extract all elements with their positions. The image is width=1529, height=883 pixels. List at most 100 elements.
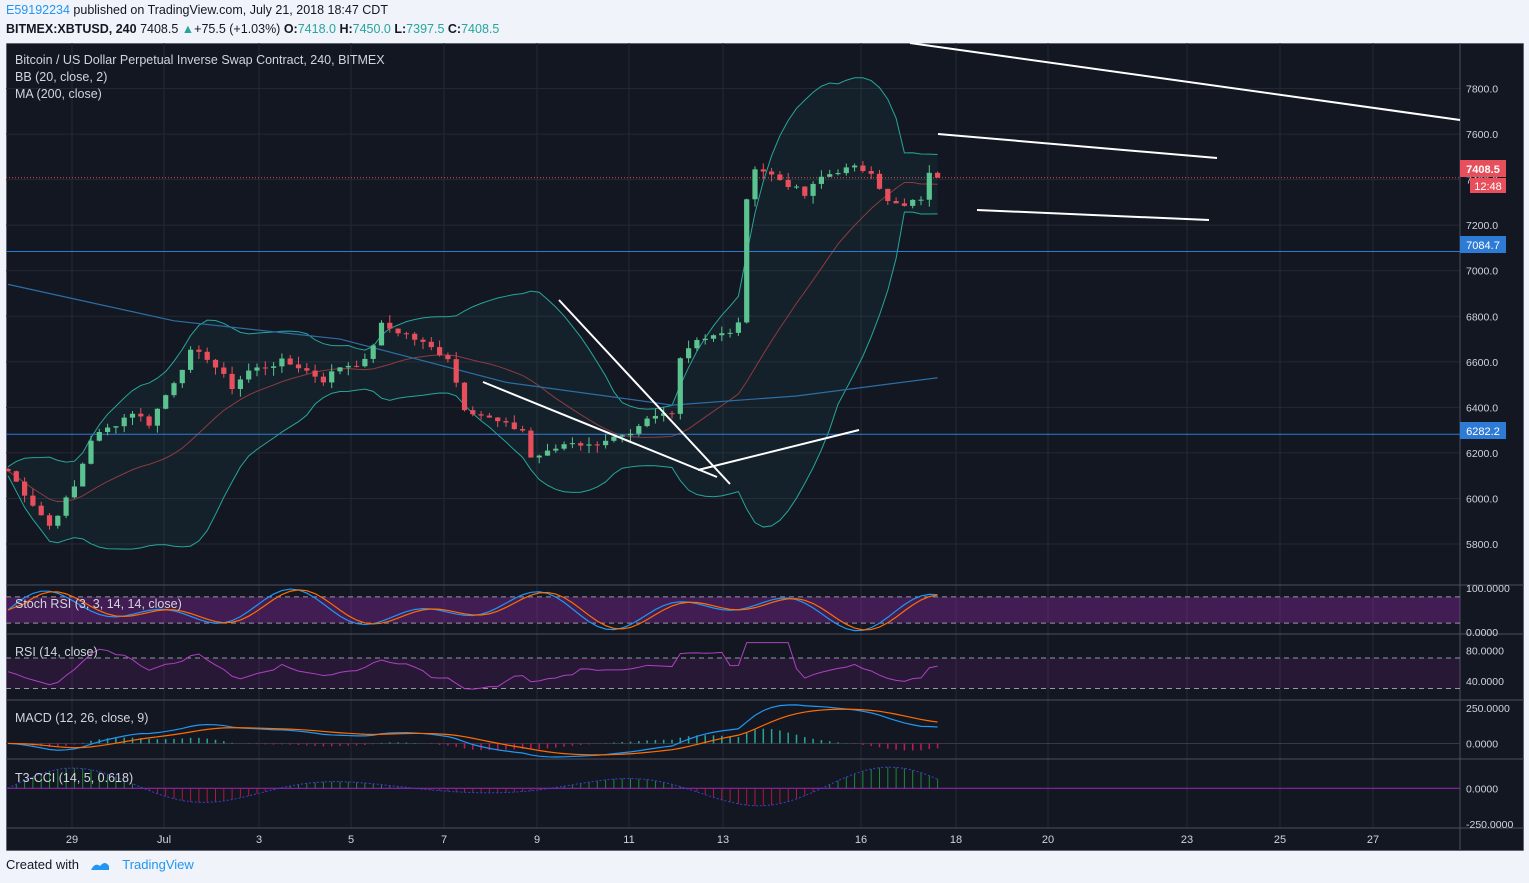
trend-line[interactable] (697, 429, 860, 471)
candle-body[interactable] (378, 322, 385, 346)
candle-body[interactable] (6, 468, 11, 472)
trend-line[interactable] (482, 381, 718, 478)
candle-body[interactable] (320, 376, 326, 383)
rsi-pane[interactable] (6, 642, 1460, 690)
candle-body[interactable] (262, 367, 268, 369)
candle-body[interactable] (661, 413, 667, 416)
macd-pane[interactable] (6, 704, 1460, 758)
author-link[interactable]: E59192234 (6, 3, 70, 17)
candle-body[interactable] (594, 444, 600, 446)
candle-body[interactable] (154, 408, 160, 426)
price-axis[interactable]: 7800.07600.07400.07200.07000.06800.06600… (1466, 84, 1513, 831)
candle-body[interactable] (354, 365, 360, 367)
rsi-legend[interactable]: RSI (14, close) (15, 645, 98, 659)
candle-body[interactable] (926, 172, 932, 200)
candle-body[interactable] (627, 433, 634, 436)
candle-body[interactable] (578, 443, 584, 446)
candle-body[interactable] (901, 203, 907, 206)
candle-body[interactable] (710, 335, 717, 339)
candle-body[interactable] (105, 427, 111, 433)
candle-body[interactable] (370, 345, 376, 359)
candle-body[interactable] (163, 395, 169, 409)
candle-body[interactable] (138, 413, 144, 417)
stoch-d-line[interactable] (7, 589, 938, 631)
candle-body[interactable] (345, 365, 351, 368)
candle-body[interactable] (412, 333, 418, 340)
candle-body[interactable] (246, 370, 252, 380)
candle-body[interactable] (893, 200, 899, 204)
candle-body[interactable] (171, 383, 177, 396)
candle-body[interactable] (644, 418, 650, 427)
macd-legend[interactable]: MACD (12, 26, close, 9) (15, 711, 148, 725)
candle-body[interactable] (279, 358, 285, 367)
trading-chart[interactable]: 7800.07600.07400.07200.07000.06800.06600… (6, 43, 1524, 851)
candle-body[interactable] (88, 440, 94, 464)
candle-body[interactable] (603, 440, 609, 446)
candle-body[interactable] (852, 165, 858, 168)
candle-body[interactable] (212, 359, 219, 368)
candle-body[interactable] (520, 429, 526, 431)
candle-body[interactable] (702, 338, 708, 341)
candle-body[interactable] (71, 486, 77, 498)
candle-body[interactable] (304, 368, 310, 371)
bb-legend[interactable]: BB (20, close, 2) (15, 70, 107, 84)
candle-body[interactable] (769, 171, 775, 175)
candle-body[interactable] (129, 413, 136, 418)
candle-body[interactable] (362, 358, 368, 367)
candle-body[interactable] (910, 199, 916, 206)
trend-line[interactable] (558, 299, 731, 485)
candle-body[interactable] (619, 435, 625, 437)
candle-body[interactable] (237, 379, 243, 389)
candle-body[interactable] (420, 339, 426, 342)
candle-body[interactable] (918, 199, 924, 201)
candle-body[interactable] (561, 444, 567, 449)
candle-body[interactable] (727, 332, 733, 334)
candle-body[interactable] (221, 367, 227, 374)
candle-body[interactable] (553, 448, 559, 451)
candle-body[interactable] (586, 444, 592, 446)
candle-body[interactable] (868, 170, 874, 174)
candle-body[interactable] (38, 505, 44, 516)
trend-line[interactable] (976, 209, 1210, 221)
candle-body[interactable] (312, 370, 318, 377)
candle-body[interactable] (760, 169, 766, 172)
candle-body[interactable] (860, 165, 866, 171)
candle-body[interactable] (295, 364, 302, 369)
candle-body[interactable] (96, 432, 102, 441)
candle-body[interactable] (470, 410, 476, 415)
candle-body[interactable] (46, 515, 53, 526)
macd-signal-line[interactable] (7, 708, 938, 756)
candle-body[interactable] (744, 199, 750, 323)
t3-cci-pane[interactable] (6, 766, 1460, 807)
cci-legend[interactable]: T3-CCI (14, 5, 0.618) (15, 771, 133, 785)
candle-body[interactable] (686, 348, 692, 359)
price-pane[interactable] (6, 43, 1461, 550)
candle-body[interactable] (329, 371, 335, 383)
candle-body[interactable] (544, 450, 551, 456)
candle-body[interactable] (478, 414, 484, 416)
candle-body[interactable] (387, 322, 393, 329)
candle-body[interactable] (611, 436, 617, 441)
candle-body[interactable] (287, 358, 293, 365)
candle-body[interactable] (752, 169, 758, 200)
macd-line[interactable] (7, 704, 938, 758)
candle-body[interactable] (30, 495, 36, 506)
candle-body[interactable] (935, 172, 941, 178)
ma-200[interactable] (7, 283, 938, 406)
candle-body[interactable] (777, 174, 783, 181)
candle-body[interactable] (428, 341, 434, 348)
candle-body[interactable] (802, 186, 808, 196)
candle-body[interactable] (403, 333, 409, 335)
candle-body[interactable] (63, 497, 69, 516)
cci-line[interactable] (7, 766, 938, 807)
candle-body[interactable] (669, 413, 675, 415)
rsi-line[interactable] (7, 642, 938, 690)
candle-body[interactable] (229, 373, 235, 389)
trend-line[interactable] (937, 133, 1218, 159)
candle-body[interactable] (569, 443, 575, 445)
candle-body[interactable] (113, 426, 119, 428)
candle-body[interactable] (885, 188, 891, 201)
candle-body[interactable] (121, 417, 127, 427)
candle-body[interactable] (511, 422, 517, 430)
candle-body[interactable] (810, 183, 816, 196)
